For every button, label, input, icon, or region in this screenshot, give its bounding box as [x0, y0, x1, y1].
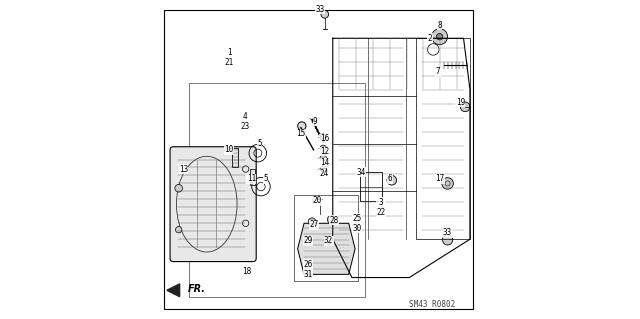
Text: 28: 28: [330, 216, 339, 225]
Text: 20: 20: [312, 197, 321, 205]
Bar: [189, 83, 365, 297]
Text: 9: 9: [313, 117, 317, 126]
Circle shape: [431, 29, 447, 45]
Text: 11: 11: [247, 174, 256, 183]
Bar: [360, 172, 382, 201]
Text: 18: 18: [242, 267, 252, 276]
Text: 25
30: 25 30: [352, 214, 362, 233]
Text: 14: 14: [320, 158, 329, 167]
Text: 17: 17: [435, 174, 444, 183]
Text: 33: 33: [316, 5, 324, 14]
Text: 3
22: 3 22: [376, 198, 385, 217]
FancyBboxPatch shape: [170, 147, 256, 262]
Circle shape: [324, 238, 331, 244]
Circle shape: [320, 155, 326, 161]
Text: 27: 27: [309, 220, 318, 229]
Text: 15: 15: [296, 130, 305, 138]
Circle shape: [305, 237, 311, 243]
Text: 5: 5: [264, 174, 268, 183]
Circle shape: [175, 184, 182, 192]
Circle shape: [321, 11, 328, 18]
Text: 1
21: 1 21: [225, 48, 234, 67]
Circle shape: [320, 134, 326, 140]
Text: 29: 29: [303, 236, 312, 245]
Polygon shape: [298, 223, 355, 274]
Polygon shape: [167, 284, 180, 297]
Text: 6: 6: [388, 174, 392, 183]
Bar: [294, 195, 358, 281]
Text: 24: 24: [320, 169, 329, 178]
Text: 13: 13: [179, 165, 188, 174]
Circle shape: [387, 175, 397, 185]
Text: 19: 19: [456, 98, 465, 107]
Bar: [250, 169, 255, 185]
Text: 32: 32: [324, 236, 333, 245]
Circle shape: [313, 196, 319, 203]
Text: 5: 5: [257, 139, 262, 148]
Circle shape: [442, 178, 453, 189]
Text: 10: 10: [225, 145, 234, 154]
Circle shape: [298, 122, 306, 130]
Circle shape: [308, 218, 316, 226]
Circle shape: [460, 102, 470, 112]
Text: 8: 8: [437, 21, 442, 30]
Bar: [232, 148, 238, 167]
Text: 4
23: 4 23: [241, 112, 250, 131]
Text: 26
31: 26 31: [303, 260, 312, 279]
Circle shape: [320, 166, 326, 172]
Circle shape: [320, 145, 326, 152]
Circle shape: [327, 216, 335, 223]
Circle shape: [442, 235, 452, 245]
Text: 2: 2: [428, 34, 433, 43]
Text: 33: 33: [443, 228, 452, 237]
Text: SM43 R0802: SM43 R0802: [410, 300, 456, 309]
Text: 7: 7: [436, 67, 440, 76]
Circle shape: [436, 33, 443, 40]
Text: 12: 12: [320, 147, 329, 156]
Text: 16: 16: [320, 134, 329, 143]
Circle shape: [175, 226, 182, 233]
Text: FR.: FR.: [188, 284, 205, 294]
Text: 34: 34: [357, 168, 366, 177]
